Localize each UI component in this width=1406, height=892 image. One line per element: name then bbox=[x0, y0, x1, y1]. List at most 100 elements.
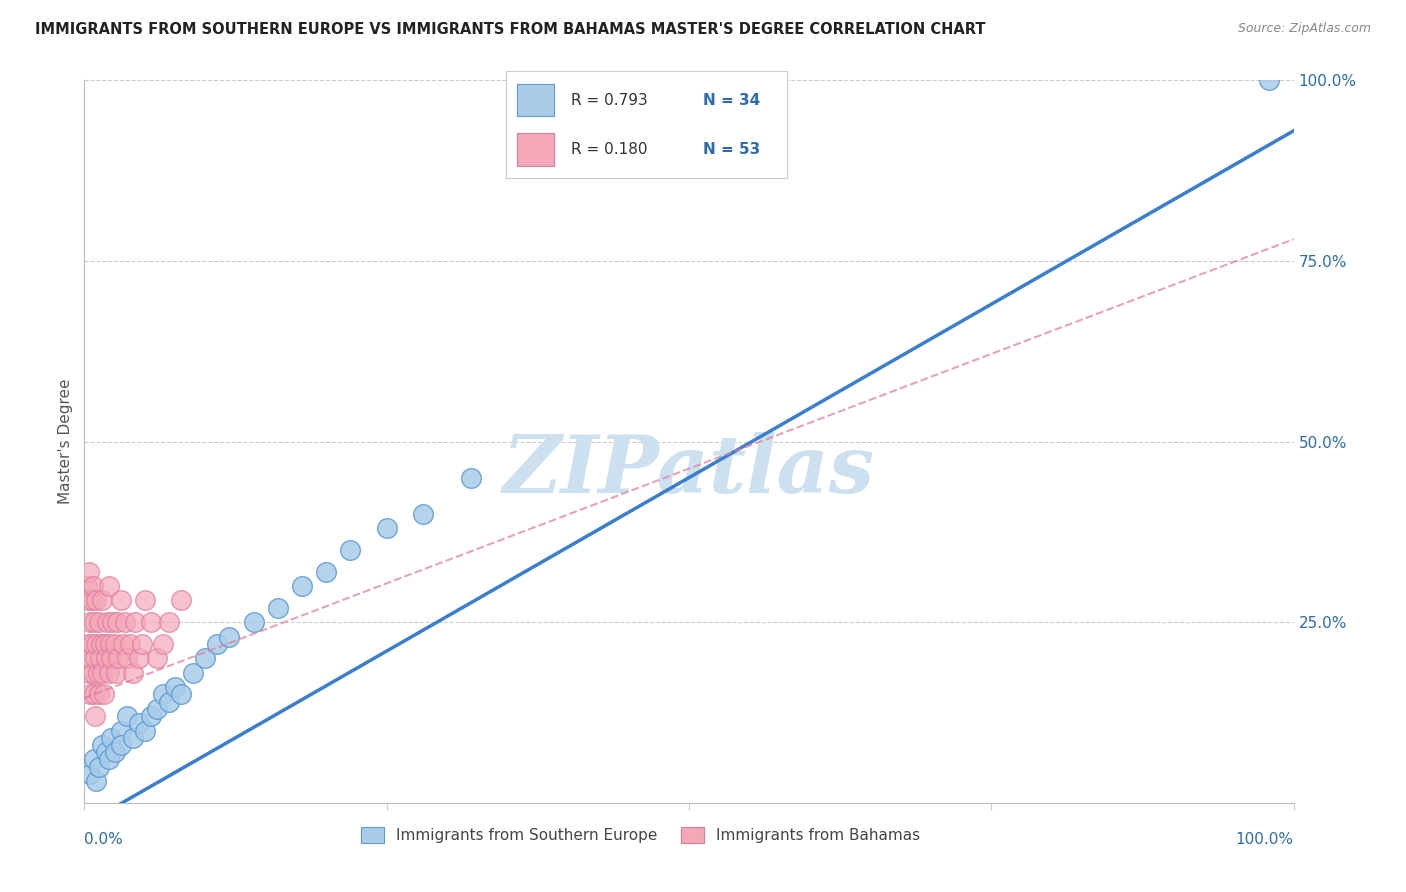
Point bbox=[80, 593, 103, 607]
Point bbox=[128, 651, 150, 665]
Point bbox=[114, 615, 136, 630]
Point bbox=[87, 760, 110, 774]
Point bbox=[115, 651, 138, 665]
Point bbox=[134, 593, 156, 607]
Point bbox=[84, 651, 107, 665]
Point bbox=[315, 565, 337, 579]
Point bbox=[82, 665, 104, 680]
Point bbox=[101, 615, 124, 630]
Y-axis label: Master's Degree: Master's Degree bbox=[58, 379, 73, 504]
Point bbox=[242, 615, 264, 630]
Point bbox=[105, 615, 128, 630]
Point bbox=[86, 774, 108, 789]
Text: N = 34: N = 34 bbox=[703, 93, 761, 108]
Point bbox=[170, 593, 193, 607]
Point bbox=[134, 723, 156, 738]
Point bbox=[152, 687, 174, 701]
Point bbox=[157, 615, 180, 630]
Point bbox=[120, 637, 142, 651]
Point bbox=[94, 651, 117, 665]
Point bbox=[339, 542, 361, 557]
Point bbox=[194, 651, 217, 665]
Point bbox=[97, 665, 120, 680]
Text: Source: ZipAtlas.com: Source: ZipAtlas.com bbox=[1237, 22, 1371, 36]
Point bbox=[86, 637, 108, 651]
Point bbox=[110, 723, 132, 738]
Point bbox=[94, 745, 117, 759]
Point bbox=[96, 615, 118, 630]
Point bbox=[412, 507, 434, 521]
Point bbox=[77, 593, 100, 607]
Point bbox=[121, 731, 143, 745]
Point bbox=[157, 695, 180, 709]
Point bbox=[460, 470, 482, 484]
Point bbox=[79, 651, 101, 665]
Point bbox=[93, 687, 115, 701]
Point bbox=[218, 630, 240, 644]
Point bbox=[104, 745, 127, 759]
Point bbox=[104, 665, 127, 680]
Point bbox=[170, 687, 193, 701]
Point bbox=[90, 637, 112, 651]
Point bbox=[100, 651, 122, 665]
Point bbox=[76, 579, 98, 593]
Point bbox=[82, 579, 104, 593]
Point bbox=[79, 767, 101, 781]
Point bbox=[207, 637, 229, 651]
Point bbox=[1258, 73, 1281, 87]
Text: 0.0%: 0.0% bbox=[84, 831, 124, 847]
Point bbox=[91, 665, 114, 680]
Point bbox=[91, 593, 114, 607]
Legend: Immigrants from Southern Europe, Immigrants from Bahamas: Immigrants from Southern Europe, Immigra… bbox=[356, 822, 927, 849]
Point bbox=[267, 600, 290, 615]
Point bbox=[79, 615, 101, 630]
Point bbox=[165, 680, 187, 694]
Point bbox=[128, 716, 150, 731]
Point bbox=[83, 752, 105, 766]
Text: R = 0.180: R = 0.180 bbox=[571, 142, 647, 157]
Text: R = 0.793: R = 0.793 bbox=[571, 93, 648, 108]
Point bbox=[139, 615, 162, 630]
Point bbox=[100, 731, 122, 745]
Point bbox=[110, 593, 132, 607]
Point bbox=[80, 637, 103, 651]
Point bbox=[115, 709, 138, 723]
Point bbox=[139, 709, 162, 723]
Point bbox=[77, 637, 100, 651]
Point bbox=[91, 738, 114, 752]
Point bbox=[87, 687, 110, 701]
Text: ZIPatlas: ZIPatlas bbox=[503, 432, 875, 509]
Point bbox=[110, 738, 132, 752]
Point bbox=[98, 637, 121, 651]
Point bbox=[131, 637, 153, 651]
Point bbox=[152, 637, 174, 651]
Point bbox=[146, 702, 169, 716]
Point bbox=[97, 752, 120, 766]
Point bbox=[77, 665, 100, 680]
Point bbox=[146, 651, 169, 665]
Point bbox=[84, 709, 107, 723]
Point bbox=[375, 521, 398, 535]
Point bbox=[97, 579, 120, 593]
Point bbox=[89, 651, 111, 665]
FancyBboxPatch shape bbox=[517, 84, 554, 116]
Point bbox=[104, 637, 127, 651]
Point bbox=[124, 615, 146, 630]
FancyBboxPatch shape bbox=[517, 134, 554, 166]
Point bbox=[83, 687, 105, 701]
Point bbox=[83, 615, 105, 630]
Text: 100.0%: 100.0% bbox=[1236, 831, 1294, 847]
Point bbox=[112, 637, 135, 651]
Text: N = 53: N = 53 bbox=[703, 142, 761, 157]
Point bbox=[94, 637, 117, 651]
Point bbox=[86, 593, 108, 607]
Point bbox=[121, 665, 143, 680]
Point bbox=[107, 651, 129, 665]
Point bbox=[181, 665, 204, 680]
Point bbox=[291, 579, 314, 593]
Point bbox=[77, 565, 100, 579]
Point bbox=[87, 615, 110, 630]
Text: IMMIGRANTS FROM SOUTHERN EUROPE VS IMMIGRANTS FROM BAHAMAS MASTER'S DEGREE CORRE: IMMIGRANTS FROM SOUTHERN EUROPE VS IMMIG… bbox=[35, 22, 986, 37]
Point bbox=[86, 665, 108, 680]
Point bbox=[79, 687, 101, 701]
